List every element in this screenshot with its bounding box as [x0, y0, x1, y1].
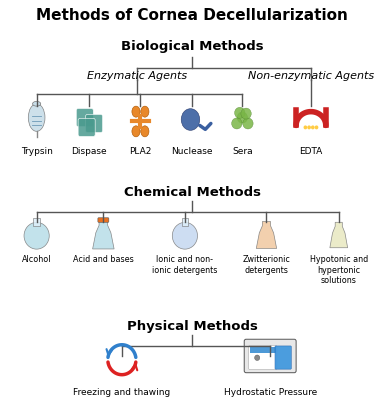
Ellipse shape [241, 108, 251, 119]
FancyBboxPatch shape [244, 339, 296, 373]
Circle shape [24, 222, 49, 249]
FancyBboxPatch shape [182, 218, 188, 226]
Text: Ionic and non-
ionic detergents: Ionic and non- ionic detergents [152, 255, 218, 275]
Text: Dispase: Dispase [71, 147, 106, 156]
Text: Chemical Methods: Chemical Methods [124, 186, 261, 199]
Ellipse shape [243, 118, 253, 129]
Text: Freezing and thawing: Freezing and thawing [73, 388, 170, 397]
Text: Trypsin: Trypsin [21, 147, 52, 156]
Text: Physical Methods: Physical Methods [127, 320, 258, 333]
Text: PLA2: PLA2 [129, 147, 152, 156]
Text: Biological Methods: Biological Methods [121, 40, 263, 53]
Text: Acid and bases: Acid and bases [73, 255, 134, 264]
Text: Hypotonic and
hypertonic
solutions: Hypotonic and hypertonic solutions [310, 255, 368, 285]
FancyBboxPatch shape [86, 114, 102, 132]
Circle shape [315, 126, 319, 129]
Circle shape [307, 126, 311, 129]
Ellipse shape [141, 126, 149, 137]
Ellipse shape [237, 112, 248, 123]
Ellipse shape [181, 109, 200, 130]
Ellipse shape [28, 104, 45, 131]
Polygon shape [330, 222, 348, 248]
Text: Nuclease: Nuclease [171, 147, 213, 156]
Text: Enzymatic Agents: Enzymatic Agents [87, 71, 187, 81]
Ellipse shape [232, 118, 242, 129]
FancyBboxPatch shape [98, 218, 109, 222]
FancyBboxPatch shape [250, 347, 276, 353]
FancyBboxPatch shape [76, 108, 94, 127]
FancyBboxPatch shape [33, 218, 40, 226]
Circle shape [255, 355, 260, 360]
Ellipse shape [132, 106, 140, 117]
Text: Alcohol: Alcohol [22, 255, 51, 264]
Text: Non-enzymatic Agents: Non-enzymatic Agents [248, 71, 374, 81]
Circle shape [303, 126, 307, 129]
Ellipse shape [235, 107, 245, 118]
Ellipse shape [141, 106, 149, 117]
Circle shape [311, 126, 315, 129]
FancyBboxPatch shape [275, 346, 291, 369]
Ellipse shape [132, 126, 140, 137]
Text: EDTA: EDTA [299, 147, 322, 156]
Ellipse shape [33, 102, 41, 106]
FancyBboxPatch shape [78, 118, 95, 136]
Text: Sera: Sera [232, 147, 253, 156]
Polygon shape [256, 222, 277, 248]
Text: Methods of Cornea Decellularization: Methods of Cornea Decellularization [36, 8, 348, 23]
Text: Hydrostatic Pressure: Hydrostatic Pressure [223, 388, 317, 397]
Circle shape [172, 222, 197, 249]
Polygon shape [93, 221, 114, 249]
Text: Zwitterionic
detergents: Zwitterionic detergents [242, 255, 290, 275]
FancyBboxPatch shape [249, 346, 277, 370]
